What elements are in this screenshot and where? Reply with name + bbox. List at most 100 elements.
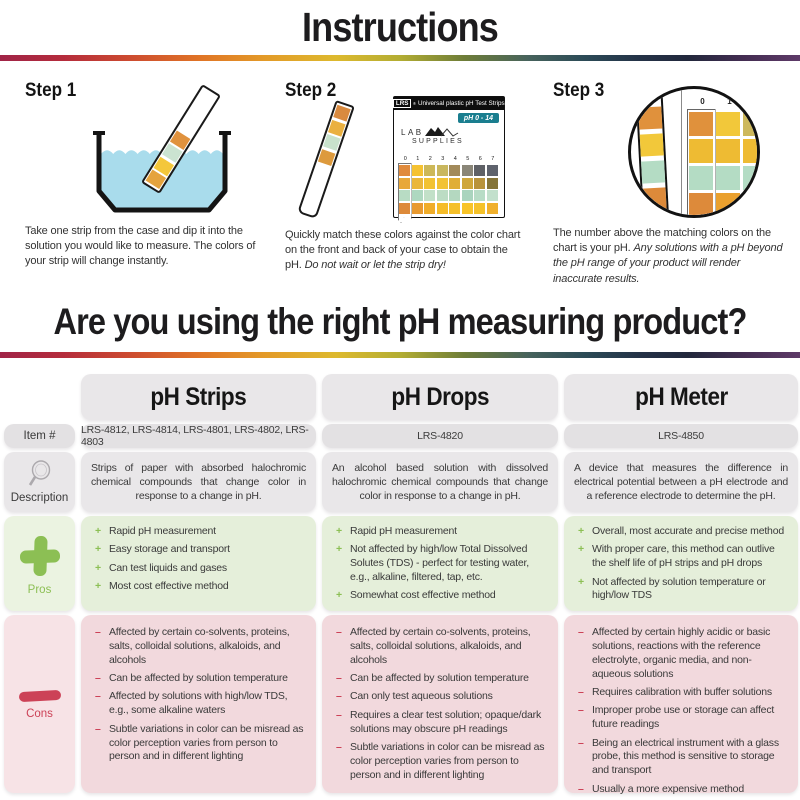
color-swatch <box>399 177 410 189</box>
strip-pad <box>642 187 667 211</box>
color-swatch <box>716 193 740 215</box>
step3-heading: Step 3 <box>553 80 605 101</box>
strip-pad <box>333 104 351 122</box>
color-swatch <box>449 165 460 176</box>
bullet-item: – Requires a clear test solution; opaque/… <box>336 708 542 735</box>
color-chart-grid <box>399 165 498 214</box>
case-title: LRS ® Universal plastic pH Test Strips <box>393 97 505 110</box>
bullet-item: + Not affected by solution temperature or… <box>578 575 766 602</box>
column-number-label: 2 <box>428 156 432 162</box>
color-swatch <box>449 190 460 201</box>
pros-cell: + Rapid pH measurement + Not affected by hi… <box>322 516 558 611</box>
strip-pads <box>318 104 351 166</box>
bullet-item: + Rapid pH measurement <box>95 525 216 537</box>
description-cell: Strips of paper with absorbed halochromi… <box>81 452 316 512</box>
rainbow-divider-bottom <box>0 352 800 358</box>
bullet-item: – Can be affected by solution temperature <box>336 672 529 685</box>
color-swatch <box>436 177 448 189</box>
strip-pad <box>328 119 346 137</box>
color-swatch <box>474 177 485 189</box>
column-number-label: 0 <box>403 156 407 162</box>
color-swatch <box>436 190 448 201</box>
color-swatch <box>461 190 473 201</box>
strip-pad <box>638 106 663 130</box>
mountain-icon <box>424 127 458 137</box>
magnified-view: 0 1 2 <box>628 86 760 218</box>
color-swatch <box>411 165 423 176</box>
color-swatch <box>743 166 757 190</box>
color-swatch <box>411 202 423 214</box>
column-number-label: 5 <box>466 156 470 162</box>
item-number-cell: LRS-4812, LRS-4814, LRS-4801, LRS-4802, … <box>81 424 316 448</box>
page-title: Instructions <box>302 4 499 50</box>
pros-cell: + Rapid pH measurement + Easy storage and t… <box>81 516 316 611</box>
color-swatch <box>486 165 498 176</box>
bullet-item: – Being an electrical instrument with a g… <box>578 736 779 777</box>
strip-pads <box>638 106 667 211</box>
logo-text-lab: LAB <box>401 128 424 137</box>
color-swatch <box>399 202 410 214</box>
color-swatch <box>399 165 410 176</box>
bullet-item: – Requires calibration with buffer soluti… <box>578 685 772 698</box>
magnifier-icon <box>28 460 50 486</box>
step2-heading: Step 2 <box>285 80 337 101</box>
ph-range-badge: pH 0 - 14 <box>457 113 499 123</box>
column-header: pH Strips <box>81 374 316 420</box>
color-swatch <box>436 202 448 214</box>
case-title-text: Universal plastic pH Test Strips <box>417 100 505 107</box>
color-swatch <box>424 190 435 201</box>
color-swatch <box>411 190 423 201</box>
row-label-item: Item # <box>4 424 75 448</box>
bullet-item: – Usually a more expensive method <box>578 782 744 795</box>
color-swatch <box>689 193 713 215</box>
color-swatch <box>486 177 498 189</box>
color-chart-grid <box>689 112 757 215</box>
step1-caption: Take one strip from the case and dip it … <box>25 225 256 268</box>
description-cell: A device that measures the difference in… <box>564 452 798 512</box>
color-swatch <box>743 112 757 136</box>
step1-heading: Step 1 <box>25 80 77 101</box>
bullet-item: + Can test liquids and gases <box>95 561 227 574</box>
chart-column-numbers: 0 1 2 3 4 5 6 7 <box>399 156 499 162</box>
color-swatch <box>474 165 485 176</box>
color-swatch <box>436 165 448 176</box>
lab-supplies-logo: LAB SUPPLIES <box>401 126 464 145</box>
strip-pad <box>639 133 664 157</box>
bullet-item: + Rapid pH measurement <box>336 525 457 537</box>
rainbow-divider-top <box>0 55 800 61</box>
divider-line <box>681 89 682 215</box>
cons-cell: – Affected by certain highly acidic or ba… <box>564 615 798 795</box>
column-number-label: 7 <box>491 156 495 162</box>
bullet-item: – Can be affected by solution temperature <box>95 672 288 685</box>
color-swatch <box>743 139 757 163</box>
color-swatch <box>411 177 423 189</box>
bullet-item: – Affected by solutions with high/low TDS… <box>95 690 288 717</box>
bullet-item: – Can only test aqueous solutions <box>336 690 493 703</box>
minus-icon <box>18 690 61 702</box>
column-number-label: 1 <box>416 156 420 162</box>
bullet-item: + Overall, most accurate and precise meth… <box>578 525 784 537</box>
bullet-item: – Affected by certain co-solvents, protei… <box>95 626 290 666</box>
pros-cell: + Overall, most accurate and precise meth… <box>564 516 798 611</box>
color-swatch <box>474 202 485 214</box>
plus-icon <box>19 535 60 576</box>
color-swatch <box>716 112 740 136</box>
column-header: pH Meter <box>564 374 798 420</box>
item-number-cell: LRS-4850 <box>564 424 798 448</box>
cons-cell: – Affected by certain co-solvents, protei… <box>81 615 316 793</box>
color-swatch <box>399 190 410 201</box>
color-swatch <box>449 202 460 214</box>
row-label-cons: Cons <box>4 615 75 793</box>
column-number-label: 6 <box>478 156 482 162</box>
color-swatch <box>716 166 740 190</box>
color-swatch <box>424 165 435 176</box>
case-brand: LRS <box>393 99 411 108</box>
step2-caption: Quickly match these colors against the c… <box>285 229 521 272</box>
column-number-label: 2 <box>754 97 759 106</box>
color-swatch <box>449 177 460 189</box>
color-swatch <box>461 202 473 214</box>
color-swatch <box>461 165 473 176</box>
cons-cell: – Affected by certain co-solvents, protei… <box>322 615 558 793</box>
ph-strip-magnified <box>634 89 671 215</box>
